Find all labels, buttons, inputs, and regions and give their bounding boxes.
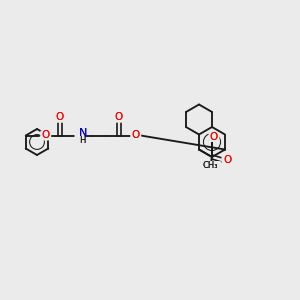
Text: O: O [56,112,64,122]
Text: O: O [210,132,218,142]
Text: O: O [115,112,123,122]
Text: O: O [223,155,231,165]
Text: H: H [79,136,85,145]
Text: O: O [132,130,140,140]
Text: O: O [42,130,50,140]
Text: O: O [132,130,140,140]
Text: CH₃: CH₃ [202,161,218,170]
FancyBboxPatch shape [221,155,233,165]
FancyBboxPatch shape [130,130,141,140]
Text: O: O [210,132,218,142]
Text: O: O [56,112,64,122]
Text: N: N [79,128,87,139]
Text: O: O [42,130,50,140]
FancyBboxPatch shape [208,132,220,142]
Text: N: N [79,128,87,139]
Text: CH₃: CH₃ [202,161,218,170]
Text: O: O [223,155,231,165]
FancyBboxPatch shape [75,136,84,145]
Text: H: H [79,136,85,145]
Text: O: O [115,112,123,122]
FancyBboxPatch shape [54,112,65,122]
FancyBboxPatch shape [199,161,221,171]
FancyBboxPatch shape [113,112,124,122]
FancyBboxPatch shape [40,130,51,140]
FancyBboxPatch shape [75,129,85,138]
